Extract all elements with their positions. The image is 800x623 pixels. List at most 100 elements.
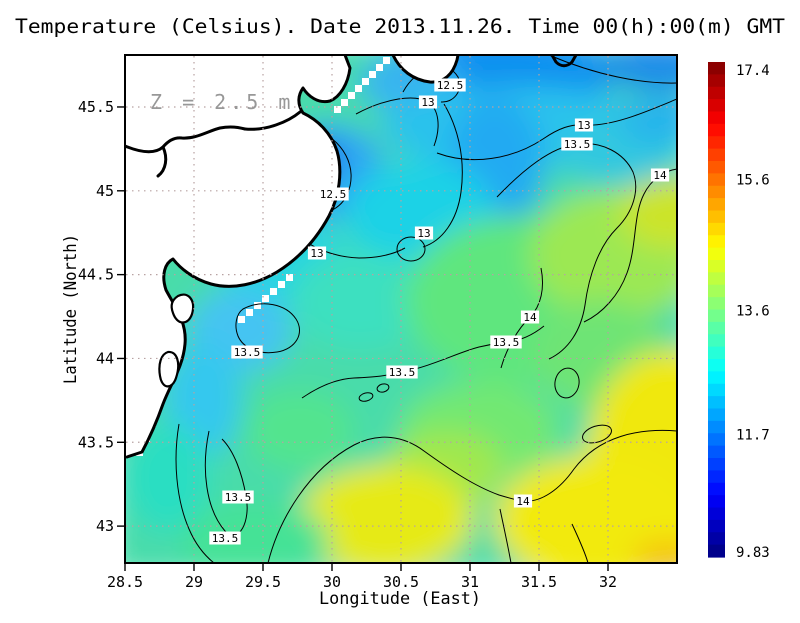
colorbar-step [708, 210, 725, 224]
coastline-path [125, 55, 352, 459]
land-mask-cell [262, 295, 269, 302]
y-tick-label: 44.5 [78, 266, 114, 284]
y-axis-title: Latitude (North) [61, 234, 81, 384]
land-mask-cell [348, 92, 355, 99]
contour-14-bottom [267, 429, 677, 563]
colorbar-step [708, 123, 725, 137]
river-branch [156, 145, 168, 178]
contour-14-notch-a [499, 508, 512, 563]
land-mask-cell [334, 106, 341, 113]
land-mask-cell [238, 316, 245, 323]
colorbar-step [708, 222, 725, 236]
land-mask-cell [376, 64, 383, 71]
colorbar-step [708, 420, 725, 434]
colorbar-step [708, 321, 725, 335]
colorbar-step [708, 408, 725, 422]
contour-label-box [222, 490, 254, 504]
colorbar-step [708, 396, 725, 410]
y-tick-label: 44 [96, 349, 114, 367]
axis-ticks: 28.5 29 29.5 30 30.5 31 31.5 32 45.5 45 44.5 44 43.5… [78, 98, 617, 591]
colorbar-step [708, 284, 725, 298]
colorbar-step [708, 198, 725, 212]
colorbar-step [708, 445, 725, 459]
contour-label: 13 [310, 247, 323, 260]
contour-13.5-loop [235, 303, 300, 354]
x-tick-label: 29.5 [245, 573, 281, 591]
colorbar-step [708, 309, 725, 323]
land-mask-cell [254, 302, 261, 309]
contour-label-box [513, 494, 533, 508]
land-mask-cell [362, 78, 369, 85]
land-mask-cell [278, 281, 285, 288]
contour-oval-3 [358, 392, 374, 402]
contour-label: 13 [577, 119, 590, 132]
grid-lines [126, 56, 676, 562]
contour-label-box [520, 310, 540, 324]
contour-label-box [231, 345, 263, 359]
colorbar-step [708, 74, 725, 88]
x-tick-label: 30 [323, 573, 341, 591]
colorbar-tick-label: 15.6 [736, 173, 770, 189]
contour-label: 12.5 [320, 188, 347, 201]
land-mask-cell [341, 99, 348, 106]
contour-label: 13.5 [389, 366, 416, 379]
colorbar-step [708, 297, 725, 311]
spit-fill [393, 55, 458, 83]
x-axis-title: Longitude (East) [319, 589, 481, 609]
colorbar-step [708, 260, 725, 273]
contour-label-box [418, 95, 438, 109]
colorbar-tick-label: 9.83 [736, 545, 770, 561]
contour-label-box [386, 365, 418, 379]
colorbar-step [708, 433, 725, 447]
estuary-notch [550, 55, 578, 68]
colorbar-step [708, 185, 725, 199]
coastal-lagoon-2 [158, 350, 180, 388]
contour-label-box [209, 531, 241, 545]
colorbar-step [708, 383, 725, 397]
contour-13-bottomleft [175, 423, 215, 563]
contour-14-notch-b [571, 523, 589, 563]
x-tick-label: 29 [185, 573, 203, 591]
contour-label: 13.5 [225, 491, 252, 504]
colorbar-step [708, 544, 725, 558]
contour-label-box [561, 137, 593, 151]
colorbar-step [708, 111, 725, 125]
y-tick-label: 45 [96, 182, 114, 200]
land-mask-cell [286, 274, 293, 281]
colorbar-step [708, 519, 725, 533]
colorbar-step [708, 482, 725, 496]
land-mask-cell [369, 71, 376, 78]
contour-label: 14 [516, 495, 530, 508]
contour-label: 13.5 [212, 532, 239, 545]
contour-label: 13.5 [234, 346, 261, 359]
colorbar-step [708, 334, 725, 348]
coastline [125, 55, 578, 459]
y-tick-label: 43.5 [78, 433, 114, 451]
colorbar-step [708, 532, 725, 546]
depth-annotation: Z = 2.5 m [150, 90, 294, 114]
x-tick-label: 31.5 [521, 573, 557, 591]
colorbar-step [708, 62, 725, 75]
contour-label: 13 [417, 227, 430, 240]
y-tick-label: 43 [96, 517, 114, 535]
colorbar-step [708, 148, 725, 162]
colorbar: 17.4 15.6 13.6 11.7 9.83 [708, 62, 770, 561]
y-tick-label: 45.5 [78, 98, 114, 116]
delta-channel [243, 110, 302, 131]
x-tick-label: 32 [599, 573, 617, 591]
figure-title: Temperature (Celsius). Date 2013.11.26. … [15, 15, 785, 38]
contour-13-b [436, 98, 677, 161]
contour-label: 14 [653, 169, 667, 182]
contour-label-box [317, 187, 349, 201]
spit-coast [391, 55, 460, 84]
colorbar-step [708, 359, 725, 372]
colorbar-step [708, 247, 725, 261]
colorbar-tick-label: 13.6 [736, 303, 770, 319]
colorbar-step [708, 371, 725, 385]
contour-oval-4 [376, 383, 390, 393]
contour-labels: 12.5131313.51412.513131413.513.513.513.5… [209, 78, 670, 545]
contour-oval-2 [554, 367, 580, 399]
colorbar-tick-label: 17.4 [736, 63, 770, 79]
